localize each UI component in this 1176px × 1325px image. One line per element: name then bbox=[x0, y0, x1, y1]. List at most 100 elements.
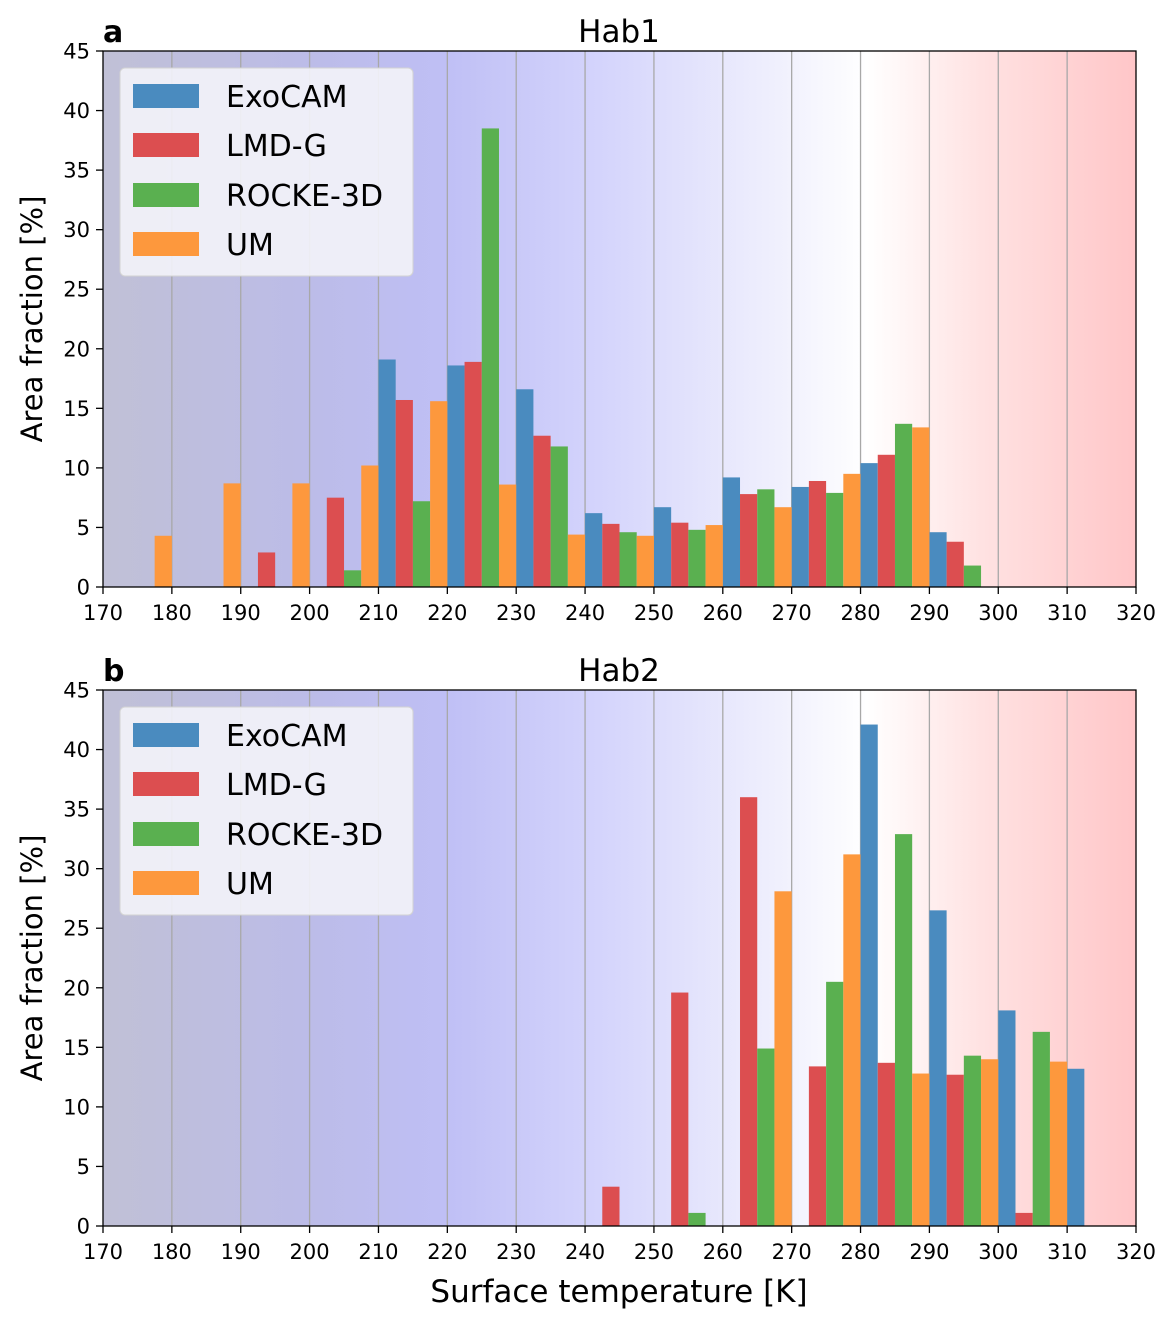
legend-swatch-um bbox=[133, 871, 199, 895]
y-tick-label: 30 bbox=[63, 218, 90, 242]
x-tick-label: 310 bbox=[1047, 601, 1087, 625]
bar-lmdg bbox=[395, 399, 413, 587]
bar-um bbox=[292, 483, 310, 587]
bar-um bbox=[154, 535, 172, 587]
bar-rocke3d bbox=[894, 423, 913, 587]
x-tick-label: 280 bbox=[840, 601, 880, 625]
bar-lmdg bbox=[671, 522, 689, 587]
bar-um bbox=[498, 484, 517, 587]
y-tick-label: 40 bbox=[63, 99, 90, 123]
y-tick-label: 10 bbox=[63, 456, 90, 480]
chart-title: Hab2 bbox=[578, 653, 660, 689]
x-axis-ticks: 170 180 190 200 210 220 230 240 250 260 270 280 290 3… bbox=[83, 587, 1156, 625]
bar-exocam bbox=[860, 463, 878, 587]
bar-exocam bbox=[447, 365, 465, 587]
y-tick-label: 35 bbox=[63, 159, 90, 183]
x-tick-label: 280 bbox=[840, 1240, 880, 1264]
bar-rocke3d bbox=[757, 1048, 775, 1226]
bar-rocke3d bbox=[344, 570, 362, 587]
x-tick-label: 210 bbox=[358, 1240, 398, 1264]
x-tick-label: 300 bbox=[978, 601, 1018, 625]
bar-rocke3d bbox=[550, 446, 568, 587]
legend-swatch-exocam bbox=[133, 723, 199, 747]
bar-um bbox=[430, 401, 448, 587]
legend-label-lmdg: LMD-G bbox=[226, 768, 327, 803]
bar-exocam bbox=[998, 1010, 1016, 1226]
panel-hab1: 0 5 10 15 20 25 30 35 40 45 170 180 190 200 210 220 230… bbox=[15, 14, 1156, 625]
bar-lmdg bbox=[533, 435, 551, 587]
panel-label: a bbox=[103, 15, 123, 50]
x-tick-label: 190 bbox=[221, 601, 261, 625]
x-tick-label: 250 bbox=[634, 601, 674, 625]
legend-label-rocke3d: ROCKE-3D bbox=[226, 818, 383, 853]
bar-lmdg bbox=[808, 480, 827, 587]
bar-rocke3d bbox=[963, 565, 982, 587]
panel-label: b bbox=[103, 654, 124, 689]
bar-rocke3d bbox=[826, 981, 844, 1226]
bar-lmdg bbox=[877, 1062, 895, 1226]
y-tick-label: 40 bbox=[63, 738, 90, 762]
plot-frame bbox=[102, 50, 1137, 588]
y-tick-label: 35 bbox=[63, 798, 90, 822]
bar-exocam bbox=[653, 507, 672, 587]
x-tick-label: 260 bbox=[703, 601, 743, 625]
bar-rocke3d bbox=[1032, 1031, 1050, 1226]
x-tick-label: 320 bbox=[1116, 601, 1156, 625]
bar-um bbox=[774, 891, 792, 1226]
x-tick-label: 300 bbox=[978, 1240, 1018, 1264]
bar-um bbox=[912, 427, 930, 587]
x-tick-label: 170 bbox=[83, 1240, 123, 1264]
bar-um bbox=[1049, 1061, 1068, 1226]
bar-exocam bbox=[516, 389, 534, 587]
legend-box bbox=[119, 706, 414, 916]
x-tick-label: 170 bbox=[83, 601, 123, 625]
bar-lmdg bbox=[946, 1074, 964, 1226]
bar-lmdg bbox=[602, 523, 620, 587]
y-axis-label: Area fraction [%] bbox=[15, 196, 49, 443]
x-tick-label: 180 bbox=[152, 601, 192, 625]
bar-rocke3d bbox=[826, 492, 844, 587]
panel-hab2: 0 5 10 15 20 25 30 35 40 45 170 180 190 200 210 220 230… bbox=[15, 653, 1156, 1310]
x-tick-label: 270 bbox=[772, 1240, 812, 1264]
x-tick-label: 230 bbox=[496, 1240, 536, 1264]
y-tick-label: 20 bbox=[63, 976, 90, 1000]
x-tick-label: 240 bbox=[565, 1240, 605, 1264]
bar-um bbox=[774, 507, 792, 587]
bar-rocke3d bbox=[688, 529, 706, 587]
bar-lmdg bbox=[877, 454, 895, 587]
bar-um bbox=[843, 473, 861, 587]
y-tick-label: 45 bbox=[63, 679, 90, 703]
legend-label-exocam: ExoCAM bbox=[226, 80, 348, 115]
bar-um bbox=[567, 534, 586, 587]
bar-lmdg bbox=[602, 1186, 620, 1226]
y-axis-ticks: 0 5 10 15 20 25 30 35 40 45 bbox=[63, 679, 103, 1239]
bar-lmdg bbox=[740, 494, 758, 587]
x-tick-label: 210 bbox=[358, 601, 398, 625]
bar-um bbox=[981, 1059, 999, 1226]
bar-exocam bbox=[1067, 1068, 1085, 1226]
chart-title: Hab1 bbox=[578, 14, 660, 50]
bar-exocam bbox=[585, 513, 603, 587]
bar-um bbox=[705, 525, 723, 587]
y-tick-label: 15 bbox=[63, 1036, 90, 1060]
bar-exocam bbox=[929, 910, 947, 1226]
bar-um bbox=[223, 483, 241, 587]
x-tick-label: 320 bbox=[1116, 1240, 1156, 1264]
bar-exocam bbox=[929, 532, 947, 587]
x-tick-label: 260 bbox=[703, 1240, 743, 1264]
bar-exocam bbox=[791, 486, 809, 587]
legend-label-um: UM bbox=[226, 867, 274, 902]
bar-lmdg bbox=[946, 541, 964, 587]
y-tick-label: 10 bbox=[63, 1095, 90, 1119]
y-tick-label: 30 bbox=[63, 857, 90, 881]
legend-swatch-exocam bbox=[133, 84, 199, 108]
bar-lmdg bbox=[1015, 1212, 1033, 1226]
bar-rocke3d bbox=[619, 532, 637, 587]
x-tick-label: 220 bbox=[427, 1240, 467, 1264]
bar-rocke3d bbox=[757, 489, 775, 587]
x-tick-label: 220 bbox=[427, 601, 467, 625]
x-tick-label: 200 bbox=[290, 601, 330, 625]
bars-group bbox=[602, 724, 1085, 1226]
y-tick-label: 25 bbox=[63, 278, 90, 302]
legend-swatch-lmdg bbox=[133, 133, 199, 157]
